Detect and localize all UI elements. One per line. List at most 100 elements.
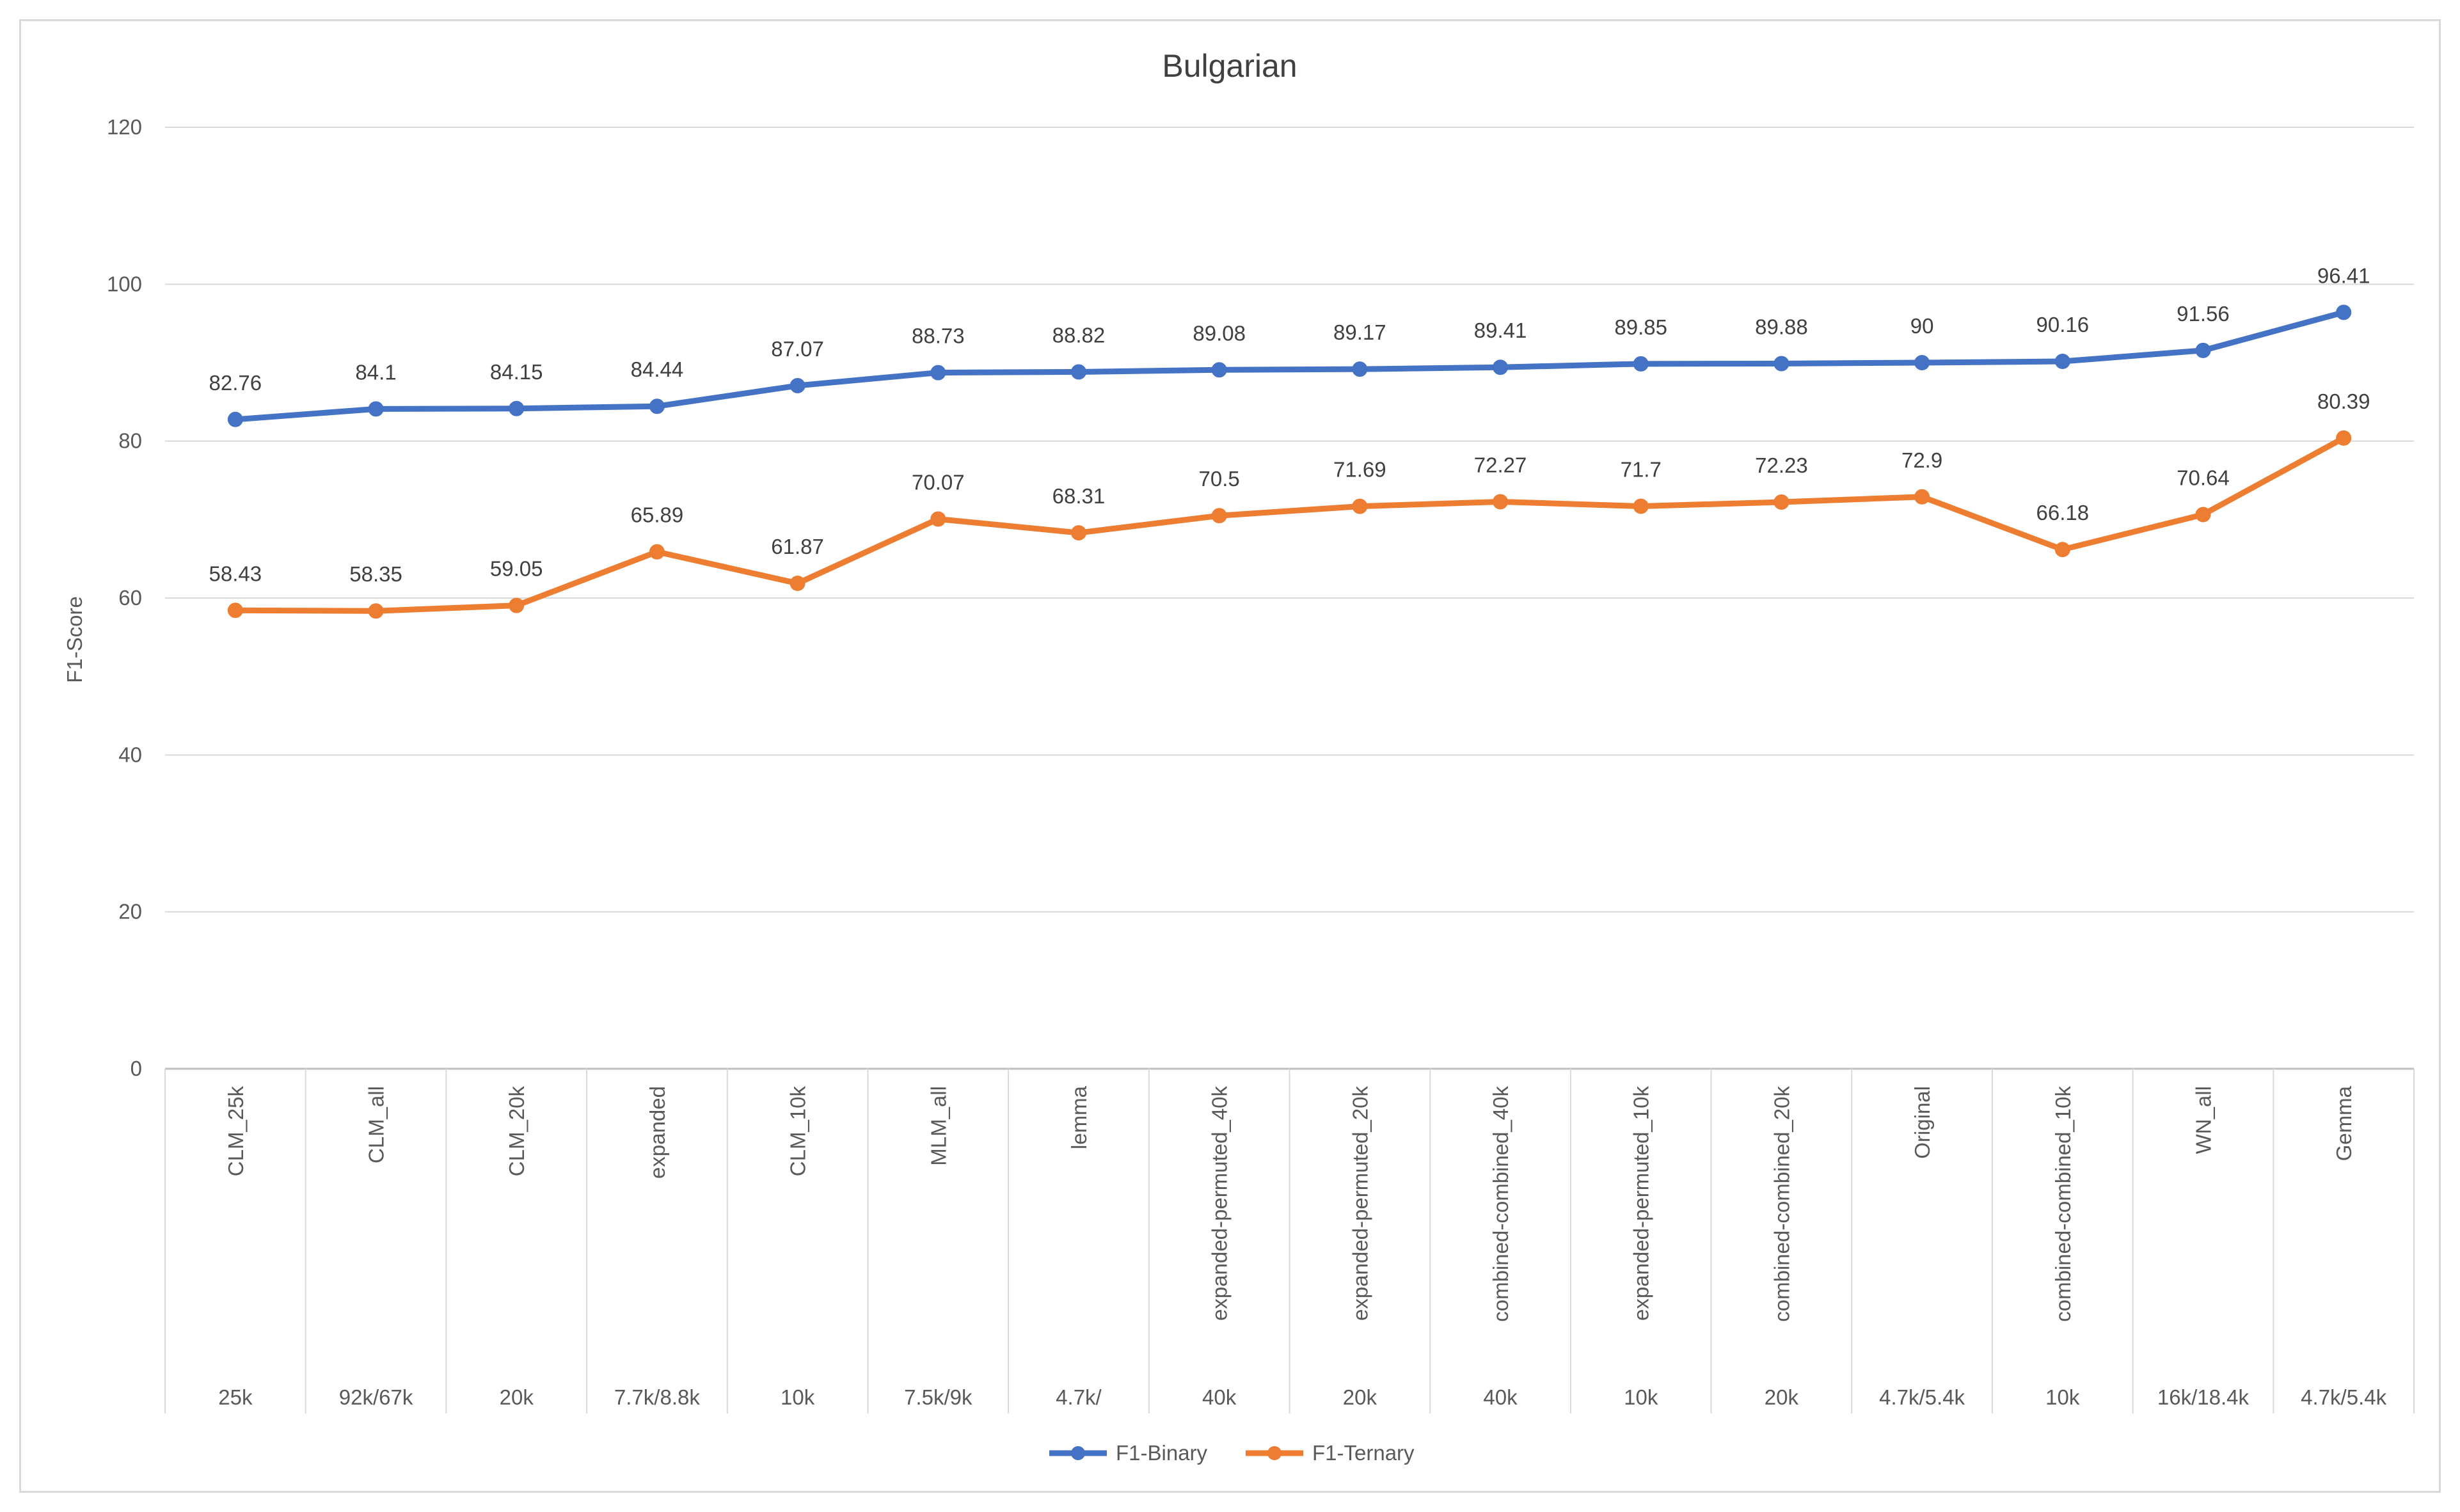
legend-marker (1071, 1446, 1085, 1460)
x-category-label: expanded-permuted_40k (1208, 1086, 1232, 1321)
data-point (2195, 507, 2211, 523)
data-label: 84.44 (631, 358, 684, 381)
data-label: 65.89 (631, 503, 684, 527)
data-point (649, 398, 665, 414)
x-axis-categories: CLM_25k 25k CLM_all 92k/67k CLM_20k 20k expand… (164, 1069, 2415, 1414)
x-category-label: expanded-permuted_10k (1630, 1086, 1653, 1321)
x-subcategory-label: 10k (1624, 1385, 1658, 1409)
data-point (2054, 354, 2070, 370)
x-category-label: CLM_25k (224, 1086, 248, 1177)
x-subcategory-label: 10k (781, 1385, 815, 1409)
data-point (509, 400, 525, 416)
data-label: 82.76 (209, 371, 262, 395)
data-point (1352, 361, 1368, 377)
data-point (930, 365, 946, 381)
data-label: 70.07 (912, 470, 965, 494)
data-point (930, 511, 946, 527)
data-point (1493, 494, 1509, 510)
x-subcategory-label: 25k (218, 1385, 253, 1409)
x-subcategory-label: 7.7k/8.8k (614, 1385, 700, 1409)
gridlines (165, 127, 2414, 1070)
data-label: 59.05 (490, 557, 543, 581)
x-subcategory-label: 7.5k/9k (904, 1385, 972, 1409)
x-category-label: Gemma (2332, 1085, 2356, 1161)
x-category-label: WN_all (2191, 1086, 2215, 1154)
data-point (1493, 359, 1509, 375)
data-point (1633, 498, 1649, 514)
data-label: 66.18 (2036, 501, 2089, 524)
x-subcategory-label: 20k (500, 1385, 534, 1409)
series-line (232, 435, 2347, 614)
x-subcategory-label: 10k (2045, 1385, 2080, 1409)
x-category-label: combined-combined_10k (2051, 1086, 2075, 1322)
x-subcategory-label: 20k (1765, 1385, 1799, 1409)
data-label: 72.9 (1901, 448, 1942, 472)
data-label: 88.73 (912, 324, 965, 348)
x-subcategory-label: 92k/67k (339, 1385, 413, 1409)
legend-label: F1-Ternary (1312, 1441, 1415, 1465)
y-tick-label: 80 (118, 429, 142, 453)
x-subcategory-label: 4.7k/5.4k (2301, 1385, 2386, 1409)
data-point (790, 576, 805, 592)
data-point (509, 597, 525, 613)
data-label: 89.88 (1755, 315, 1808, 338)
data-label: 72.27 (1474, 453, 1527, 476)
legend-label: F1-Binary (1116, 1441, 1208, 1465)
x-category-label: CLM_all (365, 1086, 388, 1163)
y-tick-label: 120 (107, 115, 142, 139)
data-label: 88.82 (1052, 323, 1106, 347)
data-label: 58.35 (349, 562, 402, 586)
data-label: 71.69 (1333, 458, 1386, 482)
data-label: 68.31 (1052, 484, 1106, 508)
series-lines (227, 304, 2352, 619)
data-point (1774, 494, 1789, 510)
data-labels: 82.76 84.1 84.15 84.44 87.07 88.73 88.82 89.08 8… (209, 264, 2370, 586)
data-label: 89.41 (1474, 319, 1527, 342)
x-category-label: Original (1910, 1086, 1934, 1159)
data-label: 90.16 (2036, 313, 2089, 336)
chart-title: Bulgarian (1162, 48, 1297, 84)
x-subcategory-label: 40k (1483, 1385, 1518, 1409)
data-point (1914, 489, 1930, 505)
data-point (368, 401, 384, 417)
data-point (227, 602, 243, 618)
x-subcategory-label: 40k (1202, 1385, 1237, 1409)
data-label: 89.17 (1333, 320, 1386, 344)
x-category-label: CLM_10k (786, 1086, 810, 1177)
y-tick-label: 0 (131, 1057, 142, 1080)
series-line (232, 309, 2347, 423)
data-point (2336, 430, 2352, 446)
data-label: 90 (1910, 314, 1934, 338)
data-label: 91.56 (2177, 302, 2230, 326)
x-category-label: expanded (646, 1086, 669, 1179)
x-subcategory-label: 16k/18.4k (2157, 1385, 2250, 1409)
data-label: 84.1 (355, 360, 396, 384)
data-point (2054, 542, 2070, 558)
data-label: 89.08 (1193, 321, 1246, 345)
data-point (790, 377, 805, 393)
data-label: 96.41 (2317, 264, 2370, 287)
data-label: 70.64 (2177, 466, 2230, 489)
y-axis-title: F1-Score (63, 596, 86, 683)
legend: F1-Binary F1-Ternary (1049, 1441, 1415, 1465)
data-label: 58.43 (209, 562, 262, 585)
data-label: 72.23 (1755, 453, 1808, 477)
y-axis-ticks: 0 20 40 60 80 100 120 (107, 115, 142, 1080)
data-point (1352, 498, 1368, 514)
x-category-label: combined-combined_20k (1770, 1086, 1793, 1322)
data-point (227, 411, 243, 427)
data-point (1211, 362, 1227, 378)
data-point (1633, 356, 1649, 372)
data-label: 87.07 (771, 337, 824, 361)
data-label: 70.5 (1199, 467, 1240, 491)
x-subcategory-label: 4.7k/ (1056, 1385, 1102, 1409)
data-point (2195, 342, 2211, 358)
data-point (1211, 508, 1227, 524)
x-category-label: CLM_20k (505, 1086, 528, 1177)
data-label: 80.39 (2317, 390, 2370, 413)
data-label: 84.15 (490, 360, 543, 384)
chart-frame (19, 19, 2441, 1493)
data-point (649, 544, 665, 560)
data-point (1070, 364, 1086, 380)
